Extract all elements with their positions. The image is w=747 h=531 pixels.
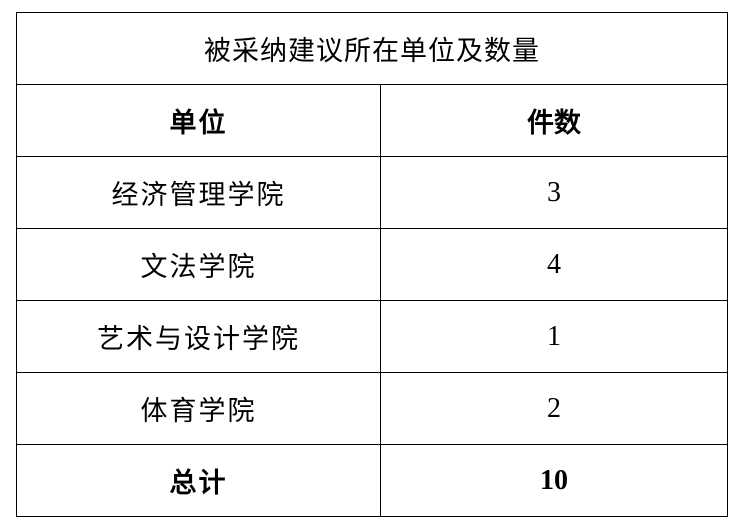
total-count: 10 bbox=[380, 444, 728, 517]
header-count: 件数 bbox=[380, 84, 728, 157]
unit-cell: 体育学院 bbox=[16, 372, 381, 445]
title-row: 被采纳建议所在单位及数量 bbox=[16, 12, 728, 85]
header-unit: 单位 bbox=[16, 84, 381, 157]
table-row: 体育学院 2 bbox=[16, 372, 728, 445]
count-cell: 3 bbox=[380, 156, 728, 229]
unit-cell: 文法学院 bbox=[16, 228, 381, 301]
table-row: 艺术与设计学院 1 bbox=[16, 300, 728, 373]
count-cell: 2 bbox=[380, 372, 728, 445]
unit-cell: 经济管理学院 bbox=[16, 156, 381, 229]
total-row: 总计 10 bbox=[16, 444, 728, 517]
header-row: 单位 件数 bbox=[16, 84, 728, 157]
suggestions-table: 被采纳建议所在单位及数量 单位 件数 经济管理学院 3 文法学院 4 艺术与设计… bbox=[16, 12, 728, 517]
table-row: 文法学院 4 bbox=[16, 228, 728, 301]
total-label: 总计 bbox=[16, 444, 381, 517]
count-cell: 1 bbox=[380, 300, 728, 373]
count-cell: 4 bbox=[380, 228, 728, 301]
unit-cell: 艺术与设计学院 bbox=[16, 300, 381, 373]
table-title: 被采纳建议所在单位及数量 bbox=[16, 12, 728, 85]
table-row: 经济管理学院 3 bbox=[16, 156, 728, 229]
